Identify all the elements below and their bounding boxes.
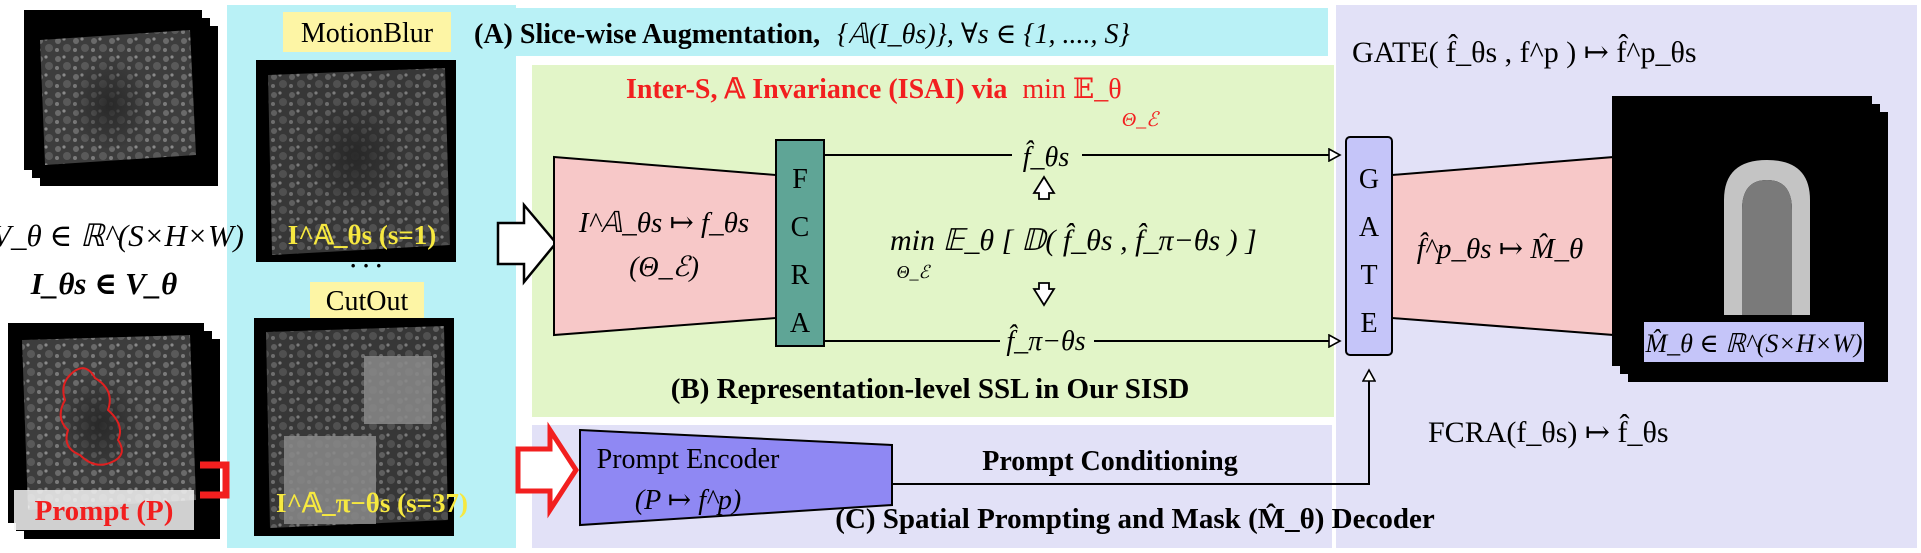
svg-text:C: C — [791, 212, 810, 243]
svg-text:A: A — [1359, 212, 1380, 243]
slice-1-label: I^𝔸_θs (s=1) — [288, 220, 436, 250]
isai-sub: Θ_ℰ — [1122, 109, 1160, 131]
prompt-conditioning-line — [892, 370, 1369, 485]
slice-37-label: I^𝔸_π−θs (s=37) — [276, 488, 468, 518]
motionblur-tag — [283, 12, 451, 52]
section-a-formula: {𝔸(I_θs)}, ∀s ∈ {1, ...., S} — [837, 19, 1130, 50]
svg-text:R: R — [791, 260, 810, 291]
input-volume-stack — [24, 10, 218, 186]
image-encoder-block — [553, 155, 777, 337]
cutout-patch-2 — [284, 436, 376, 524]
encoder-params: (Θ_ℰ) — [629, 252, 699, 283]
prompt-encoder-block — [579, 428, 893, 527]
svg-text:A: A — [790, 308, 811, 339]
down-arrow-icon — [1032, 282, 1056, 307]
gate-formula: GATE( f̂_θs , f^p ) ↦ f̂^p_θs — [1352, 34, 1697, 69]
predicted-mask-inner — [1742, 180, 1792, 315]
augmented-slice-37 — [254, 318, 454, 536]
prompt-scribble — [59, 367, 123, 466]
cutout-patch-1 — [364, 356, 432, 424]
svg-text:G: G — [1359, 164, 1379, 195]
feature-top-label: f̂_θs — [1023, 141, 1070, 173]
mask-output-label: M̂_θ ∈ ℝ^(S×H×W) — [1644, 329, 1862, 358]
hollow-arrow-to-encoder — [496, 201, 558, 286]
motionblur-label: MotionBlur — [301, 18, 434, 49]
prompt-label: Prompt (P) — [35, 495, 174, 527]
section-c-title: (C) Spatial Prompting and Mask (M̂_θ) De… — [835, 502, 1435, 535]
up-arrow-icon — [1032, 175, 1056, 200]
panel-a-title-strip — [470, 8, 1328, 56]
section-b-title: (B) Representation-level SSL in Our SISD — [671, 373, 1190, 405]
augmented-slice-1 — [256, 60, 456, 262]
prompt-connector — [200, 461, 230, 499]
feature-bottom-label: f̂_π−θs — [1006, 325, 1085, 357]
red-arrow-to-prompt-encoder — [515, 421, 579, 519]
output-mask-stack: M̂_θ ∈ ℝ^(S×H×W) — [1612, 96, 1888, 382]
fcra-block — [775, 139, 825, 347]
svg-text:T: T — [1360, 260, 1377, 291]
encoder-mapping: I^𝔸_θs ↦ f_θs — [578, 207, 749, 239]
slice-formula: I_θs ∈ V_θ — [30, 266, 177, 301]
ssl-objective-sub: Θ_ℰ — [897, 262, 932, 282]
prompt-conditioning-label: Prompt Conditioning — [982, 446, 1237, 477]
svg-text:F: F — [792, 164, 808, 195]
ellipsis: · · · — [349, 253, 382, 278]
gate-letters: G A T E — [1359, 164, 1380, 339]
prompt-slice-stack: Prompt (P) — [8, 323, 220, 539]
fcra-formula: FCRA(f_θs) ↦ f̂_θs — [1428, 414, 1669, 449]
section-a-title: (A) Slice-wise Augmentation, {𝔸(I_θs)}, … — [474, 19, 1130, 50]
ssl-objective: min 𝔼_θ [ 𝔻( f̂_θs , f̂_π−θs ) ] — [890, 223, 1257, 257]
isai-title: Inter-S, 𝔸 Invariance (ISAI) via min 𝔼_θ — [626, 74, 1122, 105]
fcra-letters: F C R A — [790, 164, 811, 339]
svg-text:E: E — [1360, 308, 1377, 339]
isai-min: min 𝔼_θ — [1022, 74, 1121, 105]
cutout-tag — [310, 282, 424, 320]
cutout-label: CutOut — [326, 286, 409, 317]
decoder-mapping: f̂^p_θs ↦ M̂_θ — [1417, 231, 1584, 265]
prompt-encoder-mapping: (P ↦ f^p) — [635, 485, 741, 516]
volume-formula: V_θ ∈ ℝ^(S×H×W) — [0, 218, 244, 253]
predicted-mask-outer — [1724, 160, 1810, 315]
prompt-encoder-label: Prompt Encoder — [597, 444, 780, 475]
